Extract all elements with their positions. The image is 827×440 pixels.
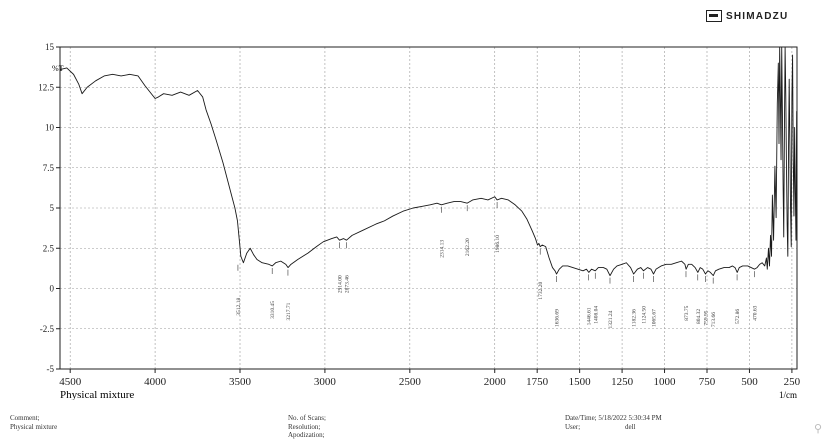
y-tick-label: -2.5 — [40, 324, 55, 334]
comment-label: Comment; — [10, 414, 40, 422]
x-tick-label: 1500 — [569, 376, 592, 388]
y-axis-label: %T — [52, 64, 64, 73]
user-value: dell — [625, 422, 636, 431]
brand-logo: SHIMADZU — [706, 8, 788, 24]
peak-label: 3310.45 — [270, 301, 276, 319]
y-tick-label: 10 — [45, 123, 55, 133]
x-tick-label: 4000 — [144, 376, 167, 388]
x-tick-label: 750 — [699, 376, 716, 388]
measurement-info-block: Date/Time; 5/18/2022 5:30:34 PM User; de… — [565, 414, 662, 431]
peak-label: 804.32 — [696, 309, 702, 324]
datetime-label: Date/Time; 5/18/2022 5:30:34 PM — [565, 414, 662, 422]
apodization-label: Apodization; — [288, 431, 325, 439]
scans-label: No. of Scans; — [288, 414, 326, 422]
peak-label: 1986.10 — [495, 235, 501, 253]
comment-block: Comment; Physical mixture — [10, 414, 57, 431]
y-tick-label: 0 — [50, 284, 55, 294]
peak-label: 470.63 — [752, 305, 758, 320]
peak-label: 873.75 — [684, 305, 690, 320]
x-tick-label: 250 — [784, 376, 801, 388]
y-tick-label: -5 — [47, 364, 55, 374]
user-row: User; dell — [565, 423, 662, 432]
peak-label: 1124.50 — [641, 306, 647, 324]
peak-label: 1182.36 — [632, 309, 638, 327]
chart-grid — [60, 46, 797, 370]
peak-label: 713.66 — [711, 312, 717, 327]
peak-label: 1636.69 — [554, 309, 560, 327]
x-tick-label: 4500 — [59, 376, 82, 388]
y-tick-label: 5 — [50, 203, 55, 213]
brand-name: SHIMADZU — [726, 10, 789, 22]
x-axis-unit-label: 1/cm — [779, 390, 797, 400]
peak-label: 2914.00 — [338, 275, 344, 293]
ftir-spectrum-chart: 3512.18 3310.45 3217.71 2914.00 2873.46 2314.… — [38, 42, 801, 400]
peak-label: 1408.04 — [593, 306, 599, 324]
peak-label: 3512.18 — [236, 298, 242, 316]
y-tick-label: 7.5 — [43, 163, 55, 173]
scan-settings-block: No. of Scans; Resolution; Apodization; — [288, 414, 326, 440]
x-tick-label: 500 — [741, 376, 758, 388]
user-label: User; — [565, 422, 581, 431]
x-axis-ticks: 4500 4000 3500 3000 2500 2000 1750 1500 1250 1000… — [59, 369, 801, 388]
shimadzu-logo-icon — [706, 10, 722, 22]
x-tick-label: 2000 — [484, 376, 507, 388]
peak-label: 2873.46 — [344, 275, 350, 293]
y-tick-label: 2.5 — [43, 243, 55, 253]
y-tick-label: 12.5 — [38, 82, 54, 92]
peak-label: 1446.61 — [587, 307, 593, 325]
x-tick-label: 1000 — [654, 376, 677, 388]
y-tick-label: 15 — [45, 42, 55, 52]
peak-label: 2162.20 — [465, 238, 471, 256]
peak-label: 1065.67 — [651, 309, 657, 327]
x-tick-label: 1250 — [611, 376, 634, 388]
peak-label: 572.86 — [735, 309, 741, 324]
x-tick-label: 3500 — [229, 376, 252, 388]
resolution-label: Resolution; — [288, 422, 321, 431]
peak-label: 3217.71 — [286, 302, 292, 320]
peak-label: 2314.13 — [439, 240, 445, 258]
spectrum-line — [59, 46, 798, 277]
x-axis-label: Physical mixture — [60, 389, 134, 400]
peak-label: 759.95 — [703, 310, 709, 325]
peak-label: 1732.20 — [538, 281, 544, 299]
y-axis-ticks: 15 12.5 10 7.5 5 2.5 0 -2.5 -5 — [38, 42, 60, 374]
x-tick-label: 1750 — [526, 376, 549, 388]
comment-value: Physical mixture — [10, 422, 58, 431]
page-corner-icon: ⚲ — [814, 422, 823, 435]
x-tick-label: 2500 — [399, 376, 422, 388]
peak-label: 1321.24 — [608, 310, 614, 328]
peak-annotations: 3512.18 3310.45 3217.71 2914.00 2873.46 2314.… — [236, 201, 758, 329]
x-tick-label: 3000 — [314, 376, 337, 388]
